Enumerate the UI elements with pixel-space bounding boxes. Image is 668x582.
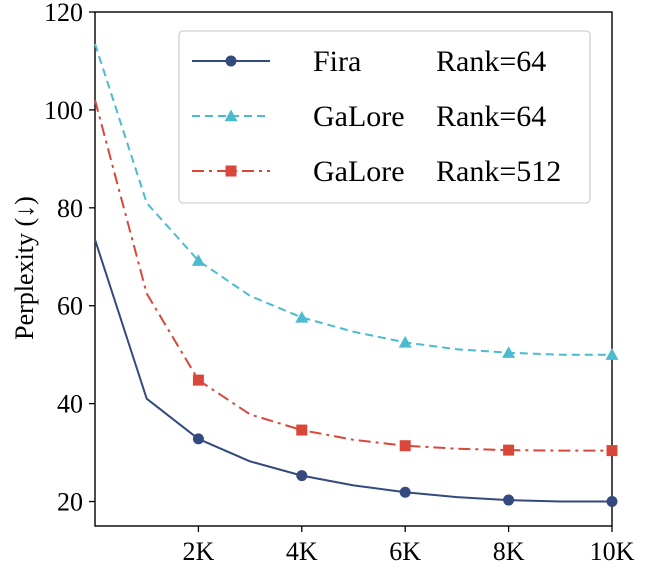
x-tick-label: 8K [493,537,525,566]
y-tick-label: 40 [57,390,83,419]
y-tick-label: 100 [44,96,83,125]
legend-series-name: GaLore [313,155,405,188]
legend-series-rank: Rank=64 [436,45,546,78]
legend-entry-2: GaLore Rank=512 [192,155,561,188]
data-point [502,346,516,358]
series-1 [94,43,619,360]
legend-marker-swatch [224,109,238,122]
legend-entry-1: GaLore Rank=64 [192,100,546,133]
data-point [191,254,205,266]
series-2 [94,99,618,457]
x-axis-ticks: 2K 4K 6K 8K 10K [183,526,635,566]
data-point [192,433,204,445]
legend-series-name: GaLore [313,100,405,133]
data-point [295,310,309,323]
legend-series-rank: Rank=512 [436,155,561,188]
y-tick-label: 120 [44,0,83,27]
data-point [503,494,515,506]
data-point [296,470,308,482]
x-tick-label: 4K [286,537,318,566]
x-tick-label: 2K [183,537,215,566]
y-tick-label: 20 [57,488,83,517]
legend-series-name: Fira [313,45,361,78]
y-tick-label: 80 [57,194,83,223]
data-point [606,445,618,457]
y-axis-ticks: 20 40 60 80 100 120 [44,0,95,517]
legend: Fira Rank=64 GaLore Rank=64 GaLore Rank=512 [178,30,591,204]
legend-marker-swatch [225,165,237,177]
data-point [399,486,411,498]
data-point [398,335,412,348]
series-line [94,239,612,503]
y-axis-label: Perplexity (↓) [10,196,39,340]
legend-entry-0: Fira Rank=64 [192,45,546,78]
series-line [94,43,612,356]
data-point [503,444,515,456]
legend-series-rank: Rank=64 [436,100,546,133]
x-tick-label: 10K [590,537,635,566]
data-point [296,424,308,436]
series-layer [94,43,619,508]
series-0 [94,239,618,508]
plot-area-frame [94,11,613,527]
series-line [94,99,612,452]
data-point [399,440,411,452]
y-tick-label: 60 [57,292,83,321]
legend-frame [178,30,591,204]
x-tick-label: 6K [389,537,421,566]
data-point [605,348,619,360]
data-point [192,374,204,386]
data-point [606,496,618,508]
legend-marker-swatch [225,55,237,67]
